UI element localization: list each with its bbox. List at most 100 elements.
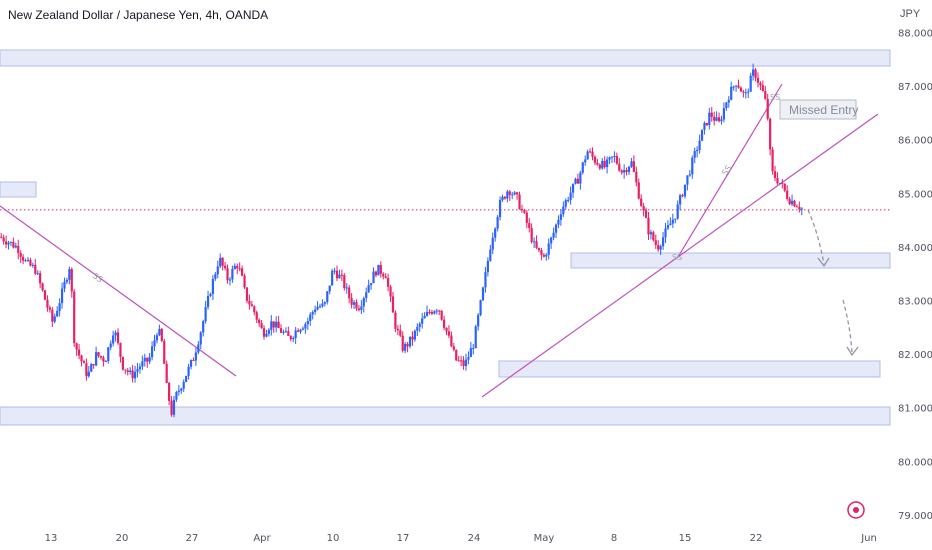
candle xyxy=(343,273,346,291)
candle xyxy=(399,324,402,338)
y-tick-label: 80.000 xyxy=(898,457,932,468)
missed-entry-box xyxy=(779,99,857,120)
candle xyxy=(29,257,32,267)
missed-entry-note[interactable]: Missed Entry xyxy=(779,99,858,120)
candle-body xyxy=(387,278,390,287)
candle-body xyxy=(335,270,339,279)
candle xyxy=(744,88,747,99)
candle-body xyxy=(423,315,426,319)
candle xyxy=(620,169,623,175)
x-tick-label: 20 xyxy=(116,533,129,544)
candle xyxy=(747,88,750,99)
candle-body xyxy=(411,336,414,340)
candle xyxy=(389,284,392,303)
candle-body xyxy=(564,200,567,207)
candle xyxy=(545,252,548,261)
candle xyxy=(416,323,419,336)
candle-body xyxy=(374,271,378,276)
candle-body xyxy=(163,340,166,364)
candle xyxy=(379,261,382,278)
candle-body xyxy=(644,210,648,218)
x-tick-label: Apr xyxy=(253,533,271,544)
record-indicator[interactable] xyxy=(847,501,865,519)
candle-body xyxy=(60,288,64,304)
candle xyxy=(435,308,438,315)
candle-body xyxy=(491,237,494,250)
candle-body xyxy=(328,285,331,292)
candle-body xyxy=(576,178,580,184)
candle xyxy=(581,161,584,175)
candle-body xyxy=(206,296,210,307)
candle-body xyxy=(97,352,100,356)
candle-body xyxy=(77,349,81,356)
candle-body xyxy=(581,162,584,173)
candle-body xyxy=(756,77,760,83)
candle-body xyxy=(391,296,395,313)
candle-body xyxy=(345,287,348,289)
candle xyxy=(642,202,645,217)
candle-body xyxy=(574,178,577,184)
candle xyxy=(187,363,190,380)
candle-body xyxy=(586,151,589,160)
candle xyxy=(766,93,769,121)
candle-body xyxy=(267,329,270,334)
candle xyxy=(608,156,611,165)
candle xyxy=(786,185,789,201)
candle-body xyxy=(800,208,803,210)
candle xyxy=(452,342,455,352)
candle-body xyxy=(250,304,253,307)
candle xyxy=(209,292,212,297)
candle-body xyxy=(793,200,796,207)
candle xyxy=(657,240,660,252)
candle-body xyxy=(596,162,599,165)
y-tick-label: 87.000 xyxy=(898,82,932,93)
y-tick-label: 79.000 xyxy=(898,511,932,522)
candle xyxy=(309,312,312,326)
zone-left-mid xyxy=(0,181,37,198)
candle xyxy=(163,338,166,365)
candle xyxy=(635,166,638,187)
candle-body xyxy=(447,331,451,336)
candle xyxy=(292,336,295,343)
candle xyxy=(270,315,273,336)
time-axis[interactable]: 13 20 27 Apr 10 17 24 May 8 15 22 Jun xyxy=(45,533,877,544)
candle xyxy=(299,328,302,334)
candle xyxy=(109,340,112,351)
candle-body xyxy=(562,206,565,215)
candle xyxy=(603,156,606,169)
candle xyxy=(131,364,134,383)
candle-body xyxy=(158,328,161,336)
candle-body xyxy=(221,257,224,266)
candle-body xyxy=(550,237,553,244)
candle xyxy=(323,301,326,307)
candle-body xyxy=(786,190,789,199)
candle xyxy=(693,147,696,164)
currency-label: JPY xyxy=(900,8,921,20)
candle-body xyxy=(569,192,572,200)
candle xyxy=(627,165,631,176)
candle xyxy=(688,169,691,177)
candle-body xyxy=(150,346,154,358)
candle xyxy=(202,319,205,337)
candle-body xyxy=(613,155,616,157)
candle xyxy=(284,327,288,333)
candle xyxy=(226,264,229,284)
price-axis[interactable]: 88.000 87.000 86.000 85.000 84.000 83.000 82.0… xyxy=(898,29,932,522)
candle xyxy=(333,267,336,275)
candle-body xyxy=(102,357,105,362)
candle-body xyxy=(29,259,32,266)
candle-body xyxy=(489,249,492,261)
candle xyxy=(136,362,139,378)
candle-body xyxy=(416,326,419,331)
y-tick-label: 85.000 xyxy=(898,189,932,200)
candle-body xyxy=(435,310,438,312)
candle xyxy=(540,247,543,261)
candle-body xyxy=(289,335,292,340)
candle xyxy=(391,291,395,313)
candle-body xyxy=(350,298,353,305)
candle-body xyxy=(399,330,402,336)
candle-body xyxy=(511,194,514,196)
candle xyxy=(384,273,387,279)
candle-body xyxy=(540,250,543,255)
